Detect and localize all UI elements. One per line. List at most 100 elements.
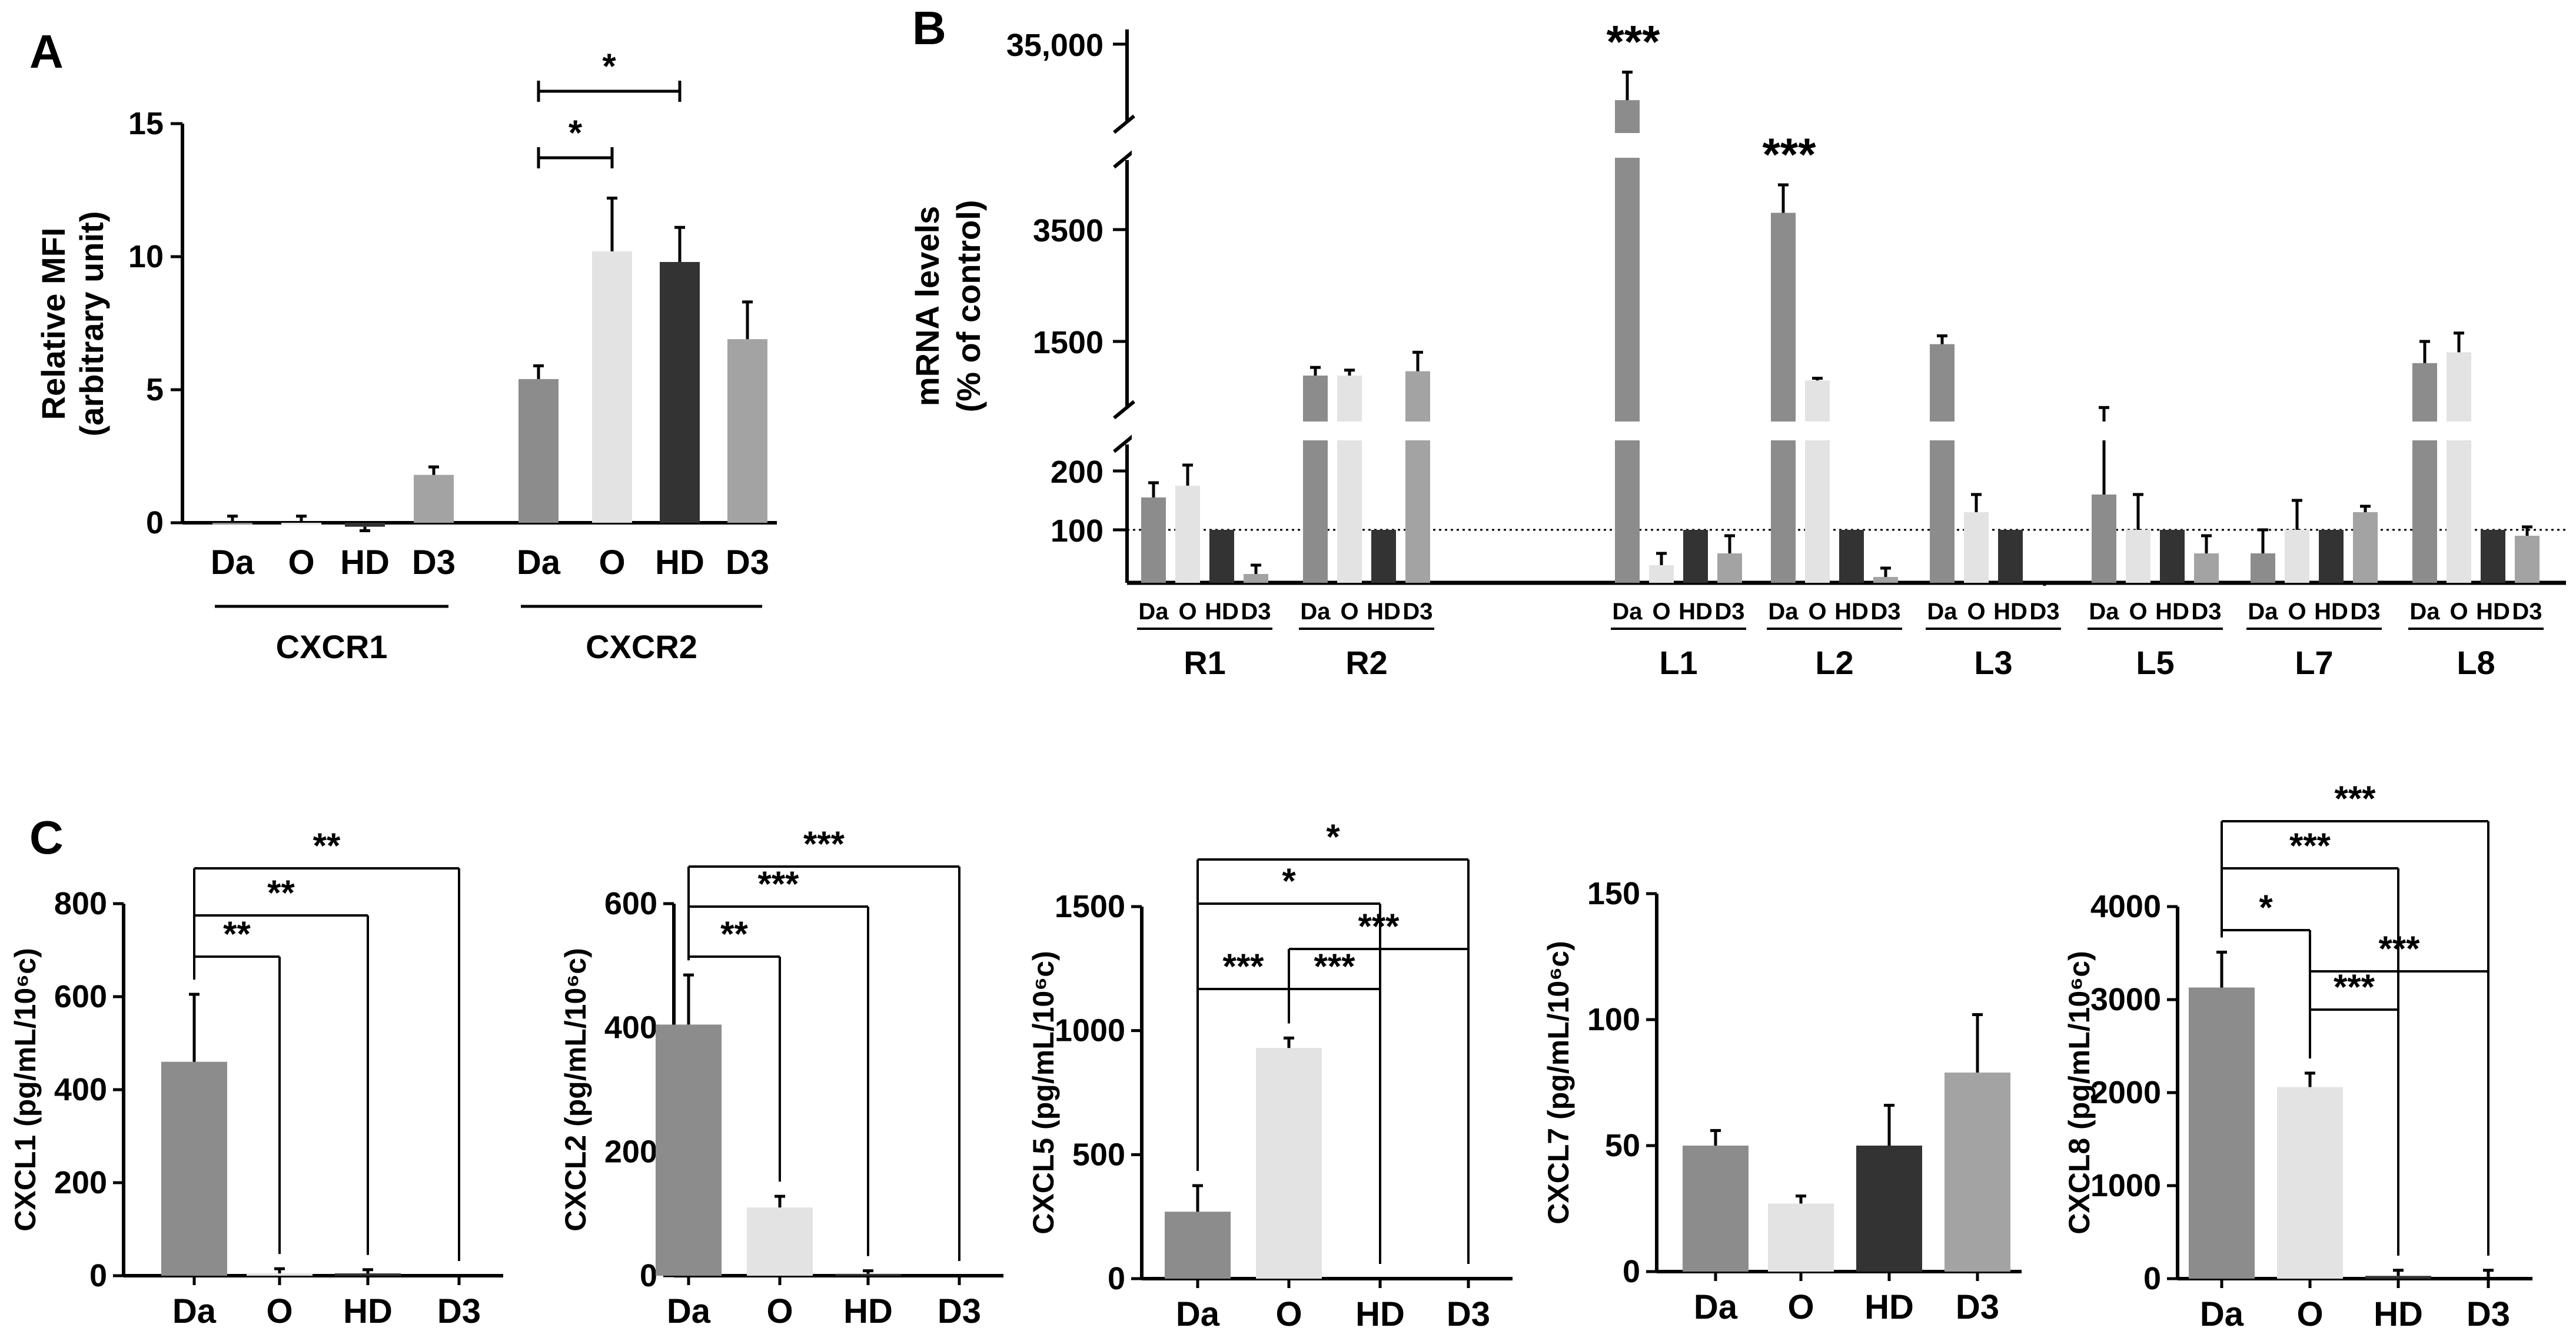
c-cat-label: O (2296, 1295, 2323, 1333)
c-bar-Da (161, 1061, 227, 1276)
c-y-label: CXCL2 (pg/mL/10⁶c) (559, 948, 592, 1231)
b-bar-L3-Da (1930, 344, 1955, 583)
b-bar-L8-Da (2412, 363, 2437, 583)
b-group-label-L2: L2 (1815, 644, 1853, 681)
a-cat-label: HD (655, 543, 704, 582)
c-cat-label: HD (343, 1292, 393, 1330)
a-bar-CXCR1-Da (212, 523, 252, 525)
c-bar-O (1256, 1048, 1322, 1279)
c-bar-D3 (1945, 1072, 2010, 1272)
c-sig-label: *** (1314, 947, 1355, 986)
c-ytick-label: 0 (89, 1258, 107, 1293)
c-bar-Da (656, 1024, 722, 1276)
c-ytick-label: 50 (1605, 1128, 1640, 1163)
c-ytick-label: 4000 (2090, 889, 2161, 924)
c-ytick-label: 600 (604, 886, 657, 921)
b-ytick-label: 1500 (1033, 325, 1103, 360)
b-sig-label: *** (1762, 128, 1816, 180)
b-axis-break (1113, 149, 1135, 169)
b-group-label-L7: L7 (2295, 644, 2333, 681)
c-cat-label: O (1275, 1295, 1302, 1333)
b-bar-R1-HD (1209, 530, 1234, 583)
b-sig-label: *** (1606, 16, 1660, 68)
panel-b-chart: 100 200 1500 3500 35,000 mRNA levels (% of con… (909, 16, 2571, 681)
b-cat-label: D3 (1402, 599, 1432, 625)
b-ytick-label: 35,000 (1006, 28, 1103, 63)
c-cat-label: HD (2374, 1295, 2423, 1333)
b-cat-label: D3 (1241, 599, 1271, 625)
panel-a-chart: 0 5 10 15 Relative MFI (arbitrary unit) Da O HD D… (35, 47, 777, 665)
c-cat-label: HD (843, 1292, 893, 1330)
c-bar-O (1768, 1203, 1834, 1272)
b-bar-L7-Da (2251, 553, 2275, 583)
c-ytick-label: 500 (1072, 1137, 1125, 1172)
b-cat-label: Da (1927, 599, 1957, 625)
b-bar-L3-O (1964, 512, 1989, 583)
a-sig-label: * (569, 113, 583, 152)
b-bar-L5-D3 (2194, 553, 2219, 583)
b-cat-label: Da (1138, 599, 1169, 625)
b-cat-label: O (2288, 599, 2306, 625)
a-ytick-label: 15 (128, 106, 164, 141)
c-ytick-label: 1500 (1055, 889, 1125, 924)
b-cat-label: O (1340, 599, 1358, 625)
a-cat-label: D3 (726, 543, 769, 582)
b-bar-L3-HD (1998, 530, 2023, 583)
b-bar-L7-HD (2319, 530, 2344, 583)
c-ytick-label: 0 (1623, 1254, 1640, 1289)
c-bar-Da (2189, 987, 2255, 1279)
a-cat-label: Da (517, 543, 561, 582)
b-cat-label: D3 (1870, 599, 1900, 625)
a-ytick-label: 5 (146, 372, 164, 407)
b-cat-label: HD (1993, 599, 2027, 625)
b-bar-R1-Da (1141, 497, 1166, 583)
b-bar-L1-Da (1615, 100, 1640, 583)
c-y-label: CXCL5 (pg/mL/10⁶c) (1027, 951, 1060, 1234)
c-cat-label: D3 (1447, 1295, 1490, 1333)
b-bar-L1-D3 (1717, 553, 1742, 583)
b-group-label-L1: L1 (1659, 644, 1697, 681)
a-cat-label: D3 (412, 543, 456, 582)
c-chart-1: 0 200 400 600 800 CXCL1 (pg/mL/10⁶c) Da O HD D3 **… (9, 826, 503, 1330)
b-bar-L8-HD (2481, 530, 2505, 583)
a-bar-CXCR1-D3 (414, 474, 454, 523)
c-sig-label: * (1282, 861, 1296, 901)
b-bar-R1-D3 (1244, 574, 1268, 583)
a-group-label-CXCR1: CXCR1 (276, 628, 388, 665)
b-cat-label: O (1178, 599, 1196, 625)
c-bar-O (747, 1207, 813, 1276)
b-bar-L5-HD (2160, 530, 2185, 583)
b-cat-label: HD (1834, 599, 1869, 625)
c-ytick-label: 2000 (2090, 1075, 2161, 1110)
c-sig-label: * (2259, 888, 2273, 927)
b-y-label-line2: (% of control) (950, 200, 987, 413)
b-bar-L2-D3 (1873, 577, 1898, 583)
c-bar-HD (335, 1273, 401, 1276)
a-ytick-label: 0 (146, 505, 164, 540)
c-cat-label: Da (1176, 1295, 1220, 1333)
c-sig-label: *** (1222, 947, 1264, 986)
b-axis-break (1113, 433, 1135, 453)
b-cat-label: D3 (2191, 599, 2221, 625)
a-bar-CXCR2-HD (660, 262, 700, 523)
b-bar-R1-O (1175, 486, 1200, 583)
c-chart-5: 0 1000 2000 3000 4000 CXCL8 (pg/mL/10⁶c) Da O HD… (2063, 779, 2532, 1333)
c-sig-label: *** (2289, 826, 2331, 865)
a-bar-CXCR1-O (281, 523, 321, 525)
b-bar-R2-Da (1303, 375, 1328, 583)
b-ytick-label: 100 (1051, 513, 1103, 549)
b-bar-L2-Da (1771, 213, 1796, 583)
b-ytick-label: 200 (1051, 454, 1103, 490)
c-chart-4: 0 50 100 150 CXCL7 (pg/mL/10⁶c) Da O HD D3 (1542, 876, 2022, 1326)
b-cat-label: Da (1768, 599, 1799, 625)
c-cat-label: D3 (938, 1292, 981, 1330)
c-cat-label: O (266, 1292, 292, 1330)
c-sig-label: *** (1358, 907, 1400, 946)
c-cat-label: Da (172, 1292, 217, 1330)
b-bar-L5-O (2126, 530, 2150, 583)
c-sig-label: *** (2334, 779, 2376, 818)
c-bar-HD (835, 1273, 901, 1276)
b-group-label-L5: L5 (2136, 644, 2174, 681)
